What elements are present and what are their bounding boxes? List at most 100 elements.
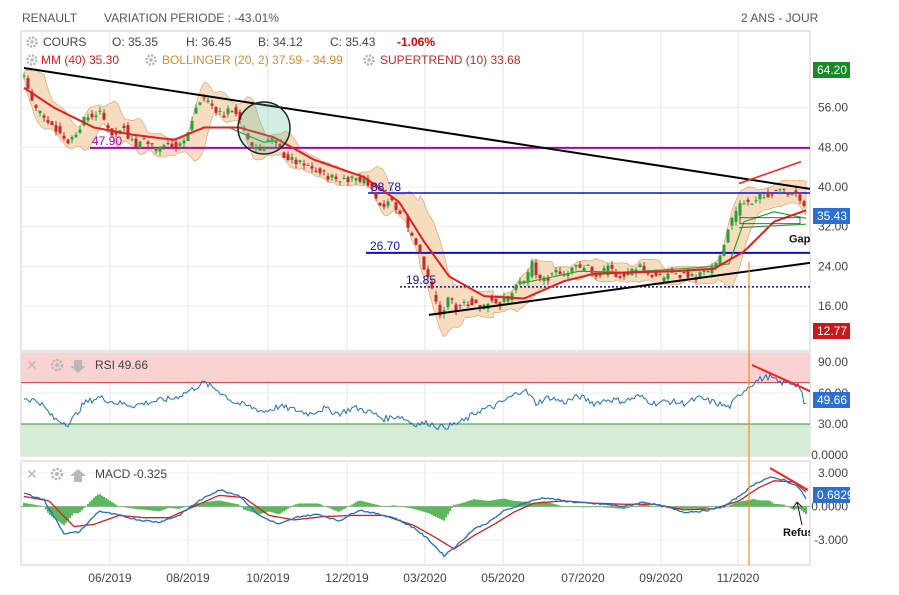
histogram-bar bbox=[355, 502, 357, 507]
histogram-bar bbox=[251, 506, 253, 513]
candle-body bbox=[210, 103, 214, 106]
histogram-bar bbox=[503, 498, 505, 507]
histogram-bar bbox=[285, 506, 287, 510]
candle-body bbox=[314, 170, 318, 173]
histogram-bar bbox=[113, 503, 115, 507]
histogram-bar bbox=[445, 506, 447, 518]
candle-body bbox=[610, 264, 614, 269]
histogram-bar bbox=[333, 506, 335, 510]
histogram-bar bbox=[69, 506, 71, 518]
histogram-bar bbox=[255, 506, 257, 514]
histogram-bar bbox=[425, 506, 427, 513]
histogram-bar bbox=[705, 506, 707, 509]
histogram-bar bbox=[393, 505, 395, 507]
histogram-bar bbox=[759, 500, 761, 507]
candle-body bbox=[422, 256, 426, 270]
arrow-down-icon[interactable] bbox=[70, 360, 86, 373]
histogram-bar bbox=[73, 506, 75, 514]
candle-body bbox=[534, 262, 538, 275]
close-icon[interactable]: ✕ bbox=[26, 357, 38, 373]
histogram-bar bbox=[275, 506, 277, 514]
candle-body bbox=[346, 177, 350, 183]
rsi-divergence-line bbox=[751, 364, 810, 393]
candle-body bbox=[362, 177, 366, 184]
candle-body bbox=[450, 298, 454, 300]
highlight-circle bbox=[237, 101, 291, 155]
histogram-bar bbox=[791, 506, 793, 509]
candle-body bbox=[206, 100, 210, 103]
candle-body bbox=[758, 193, 762, 200]
histogram-bar bbox=[235, 503, 237, 507]
histogram-bar bbox=[433, 506, 435, 516]
candle-body bbox=[558, 271, 562, 275]
histogram-bar bbox=[691, 506, 693, 509]
candle-body bbox=[238, 111, 242, 120]
candle-body bbox=[490, 297, 494, 301]
gear-icon[interactable] bbox=[363, 54, 375, 66]
candle-body bbox=[682, 271, 686, 273]
histogram-bar bbox=[679, 506, 681, 509]
macd-signal-line bbox=[23, 480, 807, 550]
macd-line bbox=[23, 476, 807, 558]
candle-body bbox=[290, 156, 294, 160]
candle-body bbox=[354, 178, 358, 181]
histogram-bar bbox=[643, 504, 645, 507]
histogram-bar bbox=[613, 506, 615, 509]
candle-body bbox=[366, 178, 370, 186]
candle-body bbox=[286, 154, 290, 161]
histogram-bar bbox=[245, 506, 247, 511]
downtrend-line bbox=[23, 67, 810, 190]
histogram-bar bbox=[621, 506, 623, 509]
candle-body bbox=[98, 110, 102, 112]
histogram-bar bbox=[341, 506, 343, 511]
candle-body bbox=[646, 273, 650, 275]
arrow-up-icon[interactable] bbox=[70, 469, 86, 482]
candle-body bbox=[318, 168, 322, 174]
histogram-bar bbox=[491, 500, 493, 507]
histogram-bar bbox=[645, 504, 647, 507]
histogram-bar bbox=[173, 506, 175, 509]
histogram-bar bbox=[781, 504, 783, 507]
gear-icon[interactable] bbox=[26, 54, 38, 66]
candle-body bbox=[90, 113, 94, 118]
histogram-bar bbox=[329, 506, 331, 509]
histogram-bar bbox=[281, 506, 283, 513]
histogram-bar bbox=[99, 494, 101, 507]
gear-icon[interactable] bbox=[50, 358, 64, 372]
histogram-bar bbox=[795, 506, 797, 510]
candle-body bbox=[158, 147, 162, 152]
histogram-bar bbox=[647, 505, 649, 507]
candle-body bbox=[606, 265, 610, 276]
histogram-bar bbox=[271, 506, 273, 513]
histogram-bar bbox=[731, 504, 733, 507]
histogram-bar bbox=[273, 506, 275, 513]
histogram-bar bbox=[517, 501, 519, 507]
histogram-bar bbox=[175, 506, 177, 509]
histogram-bar bbox=[455, 504, 457, 507]
candle-body bbox=[426, 269, 430, 278]
histogram-bar bbox=[673, 506, 675, 508]
histogram-bar bbox=[29, 503, 31, 507]
gear-icon[interactable] bbox=[50, 467, 64, 481]
period-selector[interactable]: 2 ANS - JOUR bbox=[741, 11, 819, 25]
gear-icon[interactable] bbox=[26, 36, 38, 48]
gear-icon[interactable] bbox=[145, 54, 157, 66]
candle-body bbox=[514, 284, 518, 291]
histogram-bar bbox=[739, 501, 741, 507]
close-icon[interactable]: ✕ bbox=[26, 466, 38, 482]
min-price-badge-bg bbox=[813, 323, 850, 339]
last-price-badge: 35.43 bbox=[817, 209, 847, 223]
candle-body bbox=[218, 110, 222, 112]
histogram-bar bbox=[125, 506, 127, 508]
candle-body bbox=[186, 132, 190, 142]
candle-body bbox=[86, 117, 90, 121]
candle-body bbox=[730, 217, 734, 226]
histogram-bar bbox=[693, 506, 695, 509]
histogram-bar bbox=[769, 501, 771, 507]
histogram-bar bbox=[441, 506, 443, 520]
histogram-bar bbox=[499, 499, 501, 507]
candle-body bbox=[150, 143, 154, 145]
macd-value: -0.325 bbox=[133, 467, 167, 481]
